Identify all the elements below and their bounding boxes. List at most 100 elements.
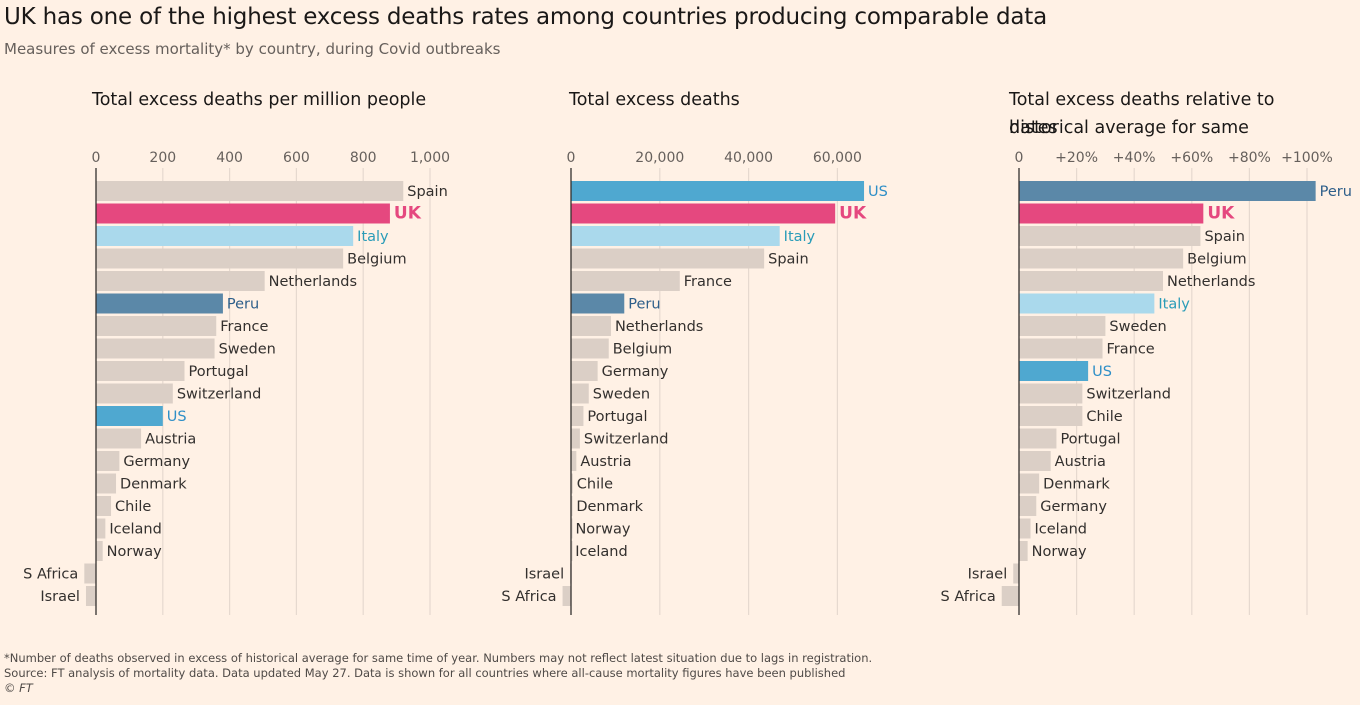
panel-2-bar-switzerland — [571, 428, 580, 449]
panel-3-tick-label: +100% — [1281, 150, 1333, 166]
panel-1-bar-italy — [96, 226, 354, 246]
panel-2-bar-netherlands — [571, 316, 611, 336]
panel-1-bar-switzerland — [96, 383, 173, 404]
panel-2-label-sweden: Sweden — [593, 387, 650, 403]
panel-1-tick-label: 200 — [149, 150, 176, 166]
panel-1-label-spain: Spain — [407, 184, 448, 200]
panel-1-label-israel: Israel — [40, 589, 80, 605]
panel-3-label-switzerland: Switzerland — [1086, 387, 1171, 403]
panel-3-label-france: France — [1107, 342, 1155, 358]
panel-3-tick-label: +80% — [1228, 150, 1271, 166]
panel-1-bar-portugal — [96, 361, 185, 381]
panel-1-label-s-africa: S Africa — [23, 567, 78, 583]
panel-1-label-iceland: Iceland — [109, 522, 161, 538]
panel-1-bar-belgium — [96, 248, 344, 269]
panel-1-bar-iceland — [96, 518, 106, 539]
panel-3-label-uk: UK — [1207, 204, 1235, 224]
footnote-source: Source: FT analysis of mortality data. D… — [4, 666, 846, 680]
panel-1-label-austria: Austria — [145, 432, 196, 448]
panel-1-bar-uk — [96, 203, 390, 224]
panel-3-title-line-2: historical average for same — [1009, 118, 1249, 138]
panel-3-bar-germany — [1019, 496, 1037, 516]
panel-3-bar-belgium — [1019, 248, 1184, 269]
panel-2-title-line-1: Total excess deaths — [568, 90, 740, 110]
panel-1-bar-norway — [96, 541, 103, 561]
panel-3-label-s-africa: S Africa — [941, 589, 996, 605]
panel-3-bar-s-africa — [1001, 586, 1019, 606]
panel-1-label-norway: Norway — [107, 544, 162, 560]
panel-2-bar-norway — [571, 518, 573, 539]
panel-1-label-us: US — [167, 409, 187, 425]
panel-1-bar-denmark — [96, 473, 117, 494]
panel-1-bar-s-africa — [84, 563, 96, 584]
panel-3-title-line-1: Total excess deaths relative to — [1008, 90, 1275, 110]
panel-3-bar-peru — [1019, 181, 1316, 201]
panel-1-label-chile: Chile — [115, 499, 151, 515]
panel-2-bar-sweden — [571, 383, 589, 404]
panel-1-bar-sweden — [96, 338, 215, 359]
panel-3-bar-us — [1019, 361, 1089, 381]
panel-2-label-switzerland: Switzerland — [584, 432, 669, 448]
footnote-note: *Number of deaths observed in excess of … — [4, 651, 873, 665]
panel-3-label-israel: Israel — [968, 567, 1008, 583]
panel-1-label-netherlands: Netherlands — [269, 274, 357, 290]
panel-2-label-portugal: Portugal — [587, 409, 647, 425]
panel-2-label-austria: Austria — [580, 454, 631, 470]
panel-2-label-belgium: Belgium — [613, 342, 672, 358]
panel-3-label-belgium: Belgium — [1187, 252, 1246, 268]
panel-3-bar-netherlands — [1019, 271, 1163, 291]
panel-1-label-portugal: Portugal — [189, 364, 249, 380]
panel-1-bar-peru — [96, 293, 223, 314]
panel-2-label-s-africa: S Africa — [501, 589, 556, 605]
panel-3-bar-austria — [1019, 451, 1051, 471]
panel-1-bar-germany — [96, 451, 120, 471]
panel-2-label-norway: Norway — [575, 522, 630, 538]
panel-3-bar-israel — [1013, 563, 1019, 584]
footnote-credit: © FT — [4, 681, 33, 695]
panel-1-title-line-1: Total excess deaths per million people — [91, 90, 426, 110]
panel-3-bar-norway — [1019, 541, 1028, 561]
panel-1-label-denmark: Denmark — [120, 477, 187, 493]
panel-1-label-sweden: Sweden — [219, 342, 276, 358]
panel-2-tick-label: 40,000 — [724, 150, 773, 166]
panel-2-bar-chile — [571, 473, 573, 494]
panel-3-tick-label: +60% — [1170, 150, 1213, 166]
panel-2-tick-label: 20,000 — [635, 150, 684, 166]
panel-3-bar-spain — [1019, 226, 1201, 246]
panel-2-bar-peru — [571, 293, 625, 314]
panel-3-tick-label: 0 — [1015, 150, 1024, 166]
charts-figure: Total excess deaths per million people 0 2… — [23, 90, 1352, 615]
panel-3-bar-uk — [1019, 203, 1204, 224]
panel-1-tick-label: 800 — [350, 150, 377, 166]
panel-1-bar-spain — [96, 181, 404, 201]
panel-1-bar-us — [96, 406, 163, 426]
panel-3-label-us: US — [1092, 364, 1112, 380]
panel-2-bar-germany — [571, 361, 598, 381]
panel-1-label-uk: UK — [394, 204, 422, 224]
panel-2-label-france: France — [684, 274, 732, 290]
panel-2-bar-s-africa — [562, 586, 571, 606]
panel-1-bar-israel — [85, 586, 96, 606]
panel-3-bar-italy — [1019, 293, 1155, 314]
panel-2-bar-portugal — [571, 406, 584, 426]
panel-3-bar-chile — [1019, 406, 1083, 426]
panel-2-label-peru: Peru — [628, 297, 660, 313]
panel-3-label-portugal: Portugal — [1060, 432, 1120, 448]
panel-1-label-switzerland: Switzerland — [177, 387, 262, 403]
panel-1-bar-austria — [96, 428, 142, 449]
panel-1-label-germany: Germany — [123, 454, 190, 470]
panel-3-label-iceland: Iceland — [1035, 522, 1087, 538]
panel-3-title-line-3: dates — [1009, 118, 1058, 138]
panel-1-label-italy: Italy — [357, 229, 389, 245]
panel-3-tick-label: +20% — [1055, 150, 1098, 166]
panel-2-label-spain: Spain — [768, 252, 809, 268]
panel-2-bar-us — [571, 181, 865, 201]
panel-2-label-us: US — [868, 184, 888, 200]
panel-2-label-denmark: Denmark — [576, 499, 643, 515]
panel-2-label-israel: Israel — [524, 567, 564, 583]
panel-2-bar-denmark — [571, 496, 573, 516]
panel-3-label-italy: Italy — [1158, 297, 1190, 313]
panel-2-bar-belgium — [571, 338, 609, 359]
panel-2-label-iceland: Iceland — [575, 544, 627, 560]
panel-2-tick-label: 60,000 — [813, 150, 862, 166]
